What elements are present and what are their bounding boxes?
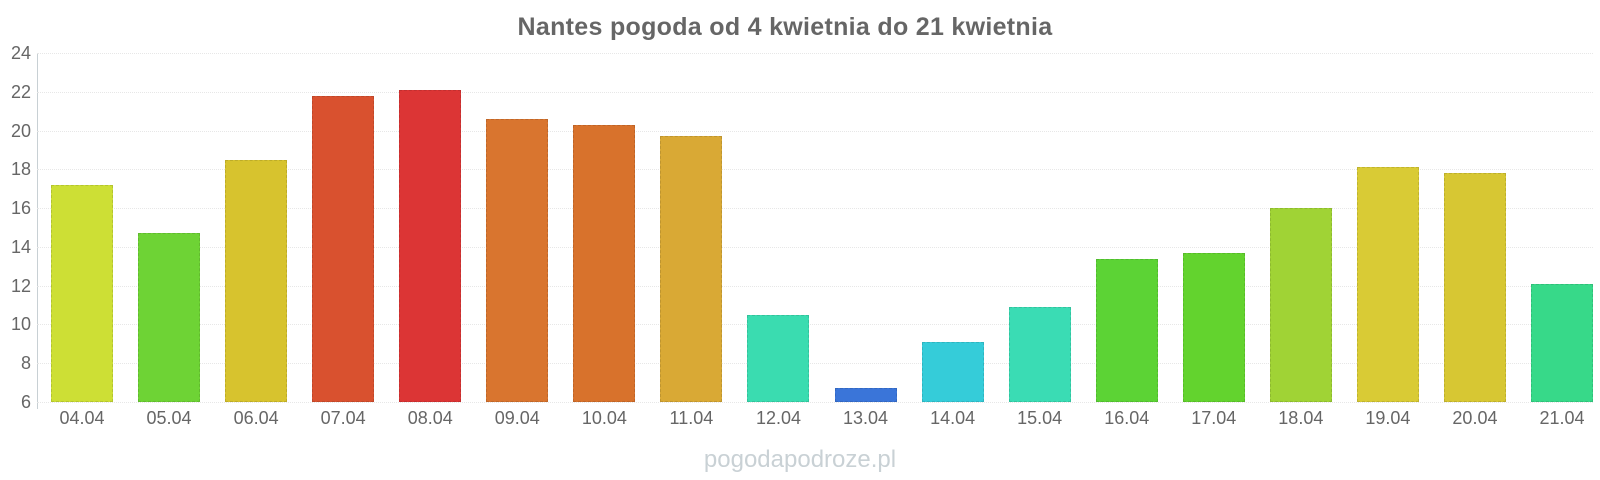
x-tick-label-14.04: 14.04 [930, 408, 976, 428]
y-tick-label-8: 8 [20, 353, 31, 374]
gridline-18 [37, 169, 1593, 171]
y-tick-label-16: 16 [10, 198, 31, 219]
y-tick-label-10: 10 [10, 314, 31, 335]
gridline-10 [37, 324, 1593, 326]
x-tick-label-12.04: 12.04 [755, 408, 801, 428]
x-tick-label-17.04: 17.04 [1191, 408, 1237, 428]
bar-05.04[interactable] [138, 233, 201, 402]
gridline-16 [37, 208, 1593, 210]
x-tick-label-09.04: 09.04 [494, 408, 540, 428]
gridline-20 [37, 130, 1593, 132]
y-tick-label-20: 20 [10, 120, 31, 141]
x-tick-label-15.04: 15.04 [1017, 408, 1063, 428]
bar-18.04[interactable] [1269, 208, 1332, 402]
gridline-8 [37, 363, 1593, 365]
x-tick-label-11.04: 11.04 [669, 408, 714, 428]
x-tick-label-05.04: 05.04 [146, 408, 192, 428]
x-tick-label-21.04: 21.04 [1539, 408, 1585, 428]
bar-19.04[interactable] [1356, 167, 1419, 402]
gridline-22 [37, 91, 1593, 93]
bar-04.04[interactable] [51, 184, 113, 402]
bar-12.04[interactable] [747, 314, 810, 402]
bar-11.04[interactable] [660, 136, 723, 402]
x-tick-label-06.04: 06.04 [233, 408, 279, 428]
chart-title: Nantes pogoda od 4 kwietnia do 21 kwietn… [517, 13, 1053, 41]
y-tick-label-6: 6 [20, 392, 31, 412]
x-tick-label-18.04: 18.04 [1278, 408, 1324, 428]
gridline-24 [37, 53, 1593, 54]
gridline-12 [37, 285, 1593, 287]
bar-17.04[interactable] [1182, 252, 1245, 402]
bar-10.04[interactable] [573, 124, 636, 402]
bar-15.04[interactable] [1008, 306, 1071, 402]
bar-20.04[interactable] [1443, 173, 1506, 402]
y-tick-label-18: 18 [10, 159, 31, 180]
x-tick-label-07.04: 07.04 [320, 408, 366, 428]
watermark: pogodapodroze.pl [703, 446, 897, 473]
bar-09.04[interactable] [486, 118, 549, 402]
x-tick-label-19.04: 19.04 [1365, 408, 1411, 428]
gridline-14 [37, 246, 1593, 248]
x-tick-label-16.04: 16.04 [1104, 408, 1150, 428]
y-tick-label-24: 24 [10, 43, 31, 63]
y-axis-line [37, 53, 38, 409]
bar-16.04[interactable] [1095, 258, 1158, 402]
bar-08.04[interactable] [399, 89, 462, 402]
y-tick-label-14: 14 [10, 236, 31, 257]
x-tick-label-13.04: 13.04 [843, 408, 889, 428]
bar-13.04[interactable] [834, 388, 897, 402]
gridline-6 [37, 402, 1593, 403]
x-tick-label-04.04: 04.04 [59, 408, 105, 428]
bar-07.04[interactable] [312, 95, 375, 402]
y-tick-label-22: 22 [10, 81, 31, 102]
bar-06.04[interactable] [225, 159, 288, 402]
x-tick-label-10.04: 10.04 [581, 408, 627, 428]
y-tick-label-12: 12 [10, 275, 31, 296]
x-tick-label-20.04: 20.04 [1452, 408, 1498, 428]
bar-14.04[interactable] [921, 341, 984, 402]
x-tick-label-08.04: 08.04 [407, 408, 453, 428]
bar-21.04[interactable] [1531, 283, 1594, 402]
